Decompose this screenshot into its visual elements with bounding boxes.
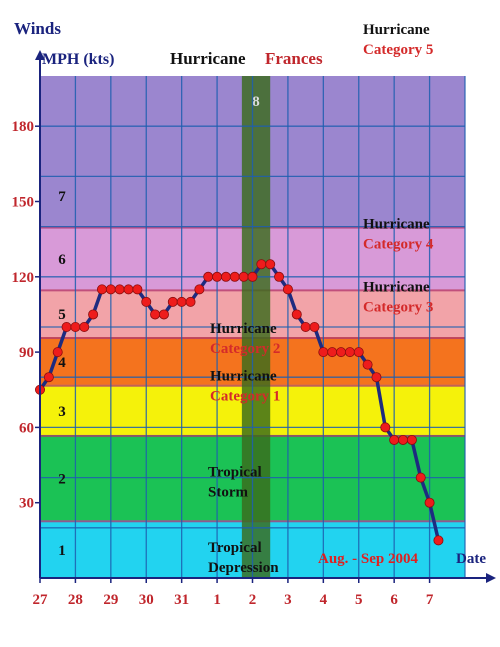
y-tick-label: 180: [12, 119, 35, 135]
data-point: [229, 271, 240, 282]
data-point: [406, 434, 417, 445]
band-number: 7: [58, 189, 66, 205]
data-point: [79, 321, 90, 332]
band-label-line1: Hurricane: [363, 22, 430, 38]
data-point: [327, 347, 338, 358]
data-point: [336, 347, 347, 358]
data-point: [52, 347, 63, 358]
x-tick-label: 31: [174, 592, 189, 608]
category-labels: 1 Tropical Depression 2 Tropical Storm 3 Hurric…: [58, 22, 434, 576]
band-label-line1: Hurricane: [363, 279, 430, 295]
x-tick-label: 5: [355, 592, 363, 608]
band-label-line2: Category 4: [363, 237, 434, 253]
band-label-line2: Category 1: [210, 389, 280, 405]
x-tick-label: 28: [68, 592, 83, 608]
data-point: [114, 284, 125, 295]
data-point: [309, 321, 320, 332]
data-point: [176, 296, 187, 307]
data-point: [194, 284, 205, 295]
x-tick-label: 7: [426, 592, 434, 608]
band-number: 5: [58, 307, 66, 323]
y-tick-label: 150: [12, 195, 35, 211]
data-point: [265, 259, 276, 270]
y-axis-title: Winds: [14, 19, 61, 38]
data-point: [433, 535, 444, 546]
x-tick-label: 1: [213, 592, 221, 608]
band-number: 6: [58, 252, 66, 268]
band-label-line2: Depression: [208, 560, 279, 576]
data-point: [96, 284, 107, 295]
data-point: [158, 309, 169, 320]
data-point: [185, 296, 196, 307]
data-point: [353, 347, 364, 358]
band-label-line2: Storm: [208, 484, 248, 500]
y-tick-label: 120: [12, 270, 35, 286]
highlight-label: 8: [252, 94, 260, 110]
x-tick-label: 30: [139, 592, 154, 608]
wind-series: [35, 259, 444, 546]
data-point: [424, 497, 435, 508]
data-point: [238, 271, 249, 282]
x-axis-arrow: [486, 573, 496, 583]
chart-title-part2: Frances: [265, 49, 323, 68]
data-point: [141, 296, 152, 307]
data-point: [70, 321, 81, 332]
x-tick-label: 4: [320, 592, 328, 608]
x-axis-title: Date: [456, 551, 486, 567]
y-tick-label: 30: [19, 496, 34, 512]
band-label-line2: Category 5: [363, 42, 433, 58]
y-axis-arrow: [35, 50, 45, 60]
data-point: [132, 284, 143, 295]
data-point: [247, 271, 258, 282]
data-point: [362, 359, 373, 370]
data-point: [291, 309, 302, 320]
band-number: 2: [58, 472, 66, 488]
band-label-line1: Hurricane: [210, 369, 277, 385]
data-point: [300, 321, 311, 332]
data-point: [220, 271, 231, 282]
data-point: [123, 284, 134, 295]
band-label-line2: Category 2: [210, 341, 280, 357]
data-point: [344, 347, 355, 358]
data-point: [389, 434, 400, 445]
data-point: [415, 472, 426, 483]
x-tick-label: 27: [33, 592, 49, 608]
data-point: [203, 271, 214, 282]
y-tick-label: 60: [19, 420, 34, 436]
data-point: [150, 309, 161, 320]
data-point: [167, 296, 178, 307]
data-point: [88, 309, 99, 320]
data-point: [105, 284, 116, 295]
band-label-line2: Category 3: [363, 299, 433, 315]
chart-title-part1: Hurricane: [170, 49, 246, 68]
data-point: [282, 284, 293, 295]
data-point: [256, 259, 267, 270]
data-point: [212, 271, 223, 282]
data-point: [371, 372, 382, 383]
data-point: [274, 271, 285, 282]
data-point: [318, 347, 329, 358]
x-tick-label: 6: [390, 592, 398, 608]
data-point: [398, 434, 409, 445]
band-label-line1: Tropical: [208, 540, 262, 556]
y-tick-label: 90: [19, 345, 34, 361]
band-number: 4: [58, 355, 66, 371]
band-number: 1: [58, 543, 66, 559]
data-point: [43, 372, 54, 383]
band-label-line1: Hurricane: [363, 217, 430, 233]
x-tick-label: 2: [249, 592, 257, 608]
x-tick-label: 3: [284, 592, 292, 608]
x-axis-note: Aug. - Sep 2004: [318, 551, 419, 567]
band-number: 3: [58, 404, 66, 420]
x-tick-label: 29: [103, 592, 118, 608]
band-label-line1: Tropical: [208, 464, 262, 480]
data-point: [61, 321, 72, 332]
band-label-line1: Hurricane: [210, 321, 277, 337]
y-axis-unit: MPH (kts): [42, 51, 114, 68]
data-point: [380, 422, 391, 433]
